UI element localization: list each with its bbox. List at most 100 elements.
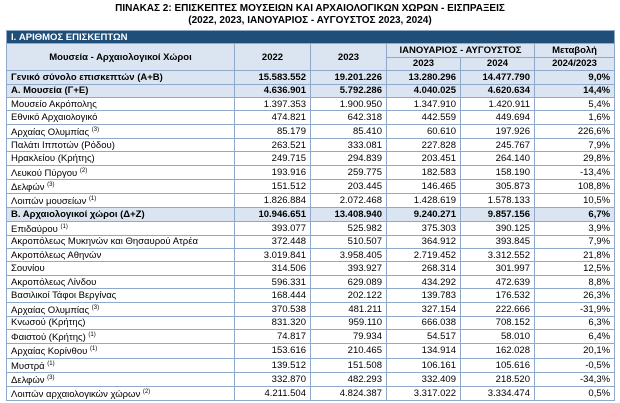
- section-title: I. ΑΡΙΘΜΟΣ ΕΠΙΣΚΕΠΤΩΝ: [5, 29, 616, 45]
- row-label-cell: Λοιπών μουσείων (1): [6, 192, 235, 209]
- table-row: Δελφών (3) 151.512 203.445 146.465 305.873 10…: [6, 178, 616, 194]
- row-label-cell: Α. Μουσεία (Γ+Ε): [6, 83, 235, 98]
- row-label-cell: Ηρακλείου (Κρήτης): [6, 151, 235, 166]
- row-label: Παλάτι Ιπποτών (Ρόδου): [11, 139, 115, 151]
- table-row: Βασιλικοί Τάφοι Βεργίνας 168.444 202.122 13…: [6, 288, 616, 303]
- row-label: Ακροπόλεως Αθηνών: [11, 249, 102, 261]
- change-cell: 108,8%: [533, 178, 616, 194]
- table-row: Γενικό σύνολο επισκεπτών (Α+Β) 15.583.552…: [6, 70, 616, 85]
- footnote-ref: (1): [88, 332, 96, 339]
- change-cell: 0,5%: [533, 385, 616, 401]
- change-cell: 5,4%: [533, 96, 616, 112]
- col-header: 2023: [386, 56, 461, 72]
- value-cell: 375.303: [386, 220, 461, 236]
- value-cell: 474.821: [234, 110, 311, 125]
- value-cell: 85.410: [310, 123, 387, 139]
- row-label-cell: Μυστρά (1): [6, 357, 235, 373]
- value-cell: 332.870: [234, 371, 311, 387]
- row-label: Δελφών: [11, 181, 45, 193]
- value-cell: 139.512: [234, 357, 311, 373]
- table-row: Ακροπόλεως Αθηνών 3.019.841 3.958.405 2.719…: [6, 248, 616, 263]
- value-cell: 134.914: [386, 343, 461, 359]
- header: ΠΙΝΑΚΑΣ 2: ΕΠΙΣΚΕΠΤΕΣ ΜΟΥΣΕΙΩΝ ΚΑΙ ΑΡΧΑΙ…: [0, 0, 620, 27]
- table-row: Β. Αρχαιολογικοί χώροι (Δ+Ζ) 10.946.651 13…: [6, 207, 616, 222]
- footnote-ref: (3): [91, 304, 100, 311]
- value-cell: 249.715: [234, 151, 311, 166]
- table-row: Μυστρά (1) 139.512 151.508 106.161 105.616 -0…: [6, 357, 616, 373]
- value-cell: 434.292: [386, 274, 461, 290]
- row-label-cell: Επιδαύρου (1): [6, 220, 235, 236]
- value-cell: 666.038: [386, 315, 461, 331]
- value-cell: 1.420.911: [460, 96, 535, 112]
- value-cell: 263.521: [234, 137, 311, 153]
- change-cell: 21,8%: [533, 248, 616, 263]
- value-cell: 259.775: [310, 164, 387, 180]
- row-label: Αρχαίας Ολυμπίας: [11, 126, 90, 138]
- value-cell: 202.122: [310, 288, 387, 303]
- row-label: Βασιλικοί Τάφοι Βεργίνας: [11, 289, 117, 301]
- change-cell: 226,6%: [533, 123, 616, 139]
- change-cell: 6,7%: [533, 207, 616, 222]
- table-body: Γενικό σύνολο επισκεπτών (Α+Β) 15.583.552…: [6, 70, 616, 401]
- value-cell: 210.465: [310, 343, 387, 359]
- change-cell: -13,4%: [533, 164, 616, 180]
- change-cell: 10,5%: [533, 192, 616, 209]
- table-row: Δελφών (3) 332.870 482.293 332.409 218.520 -3…: [6, 371, 616, 387]
- table-row: Παλάτι Ιπποτών (Ρόδου) 263.521 333.081 227.…: [6, 137, 616, 153]
- change-cell: 9,0%: [533, 70, 616, 85]
- value-cell: 1.826.884: [234, 192, 311, 209]
- value-cell: 203.451: [386, 151, 461, 166]
- change-cell: 6,3%: [533, 315, 616, 331]
- value-cell: 3.334.474: [460, 385, 535, 401]
- value-cell: 245.767: [460, 137, 535, 153]
- value-cell: 105.616: [460, 357, 535, 373]
- row-label-cell: Αρχαίας Ολυμπίας (3): [6, 123, 235, 139]
- value-cell: 158.190: [460, 164, 535, 180]
- value-cell: 74.817: [234, 329, 311, 345]
- value-cell: 218.520: [460, 371, 535, 387]
- change-cell: -34,3%: [533, 371, 616, 387]
- row-label: Δελφών: [11, 374, 45, 386]
- header-row: 2023 2024 2024/2023: [7, 56, 616, 72]
- row-label-cell: Ακροπόλεως Μυκηνών και Θησαυρού Ατρέα: [6, 234, 235, 250]
- value-cell: 393.845: [460, 234, 535, 250]
- footnote-ref: (3): [47, 374, 55, 381]
- row-label: Εθνικό Αρχαιολογικό: [11, 112, 98, 124]
- change-cell: 14,4%: [533, 83, 616, 98]
- value-cell: 9.857.156: [460, 207, 535, 222]
- row-label: Φαιστού (Κρήτης): [11, 332, 86, 344]
- value-cell: 482.293: [310, 371, 387, 387]
- footnote-ref: (3): [91, 126, 100, 133]
- table-row: Επιδαύρου (1) 393.077 525.982 375.303 390.12…: [6, 220, 616, 236]
- value-cell: 305.873: [460, 178, 535, 194]
- row-label-cell: Βασιλικοί Τάφοι Βεργίνας: [6, 288, 235, 303]
- value-cell: 268.314: [386, 261, 461, 276]
- value-cell: 708.152: [460, 315, 535, 331]
- footnote-ref: (3): [47, 181, 55, 188]
- footnote-ref: (1): [60, 223, 68, 230]
- value-cell: 390.125: [460, 220, 535, 236]
- value-cell: 1.900.950: [310, 96, 387, 112]
- row-label: Λοιπών αρχαιολογικών χώρων: [11, 388, 141, 400]
- value-cell: 4.211.504: [234, 385, 311, 401]
- value-cell: 525.982: [310, 220, 387, 236]
- header-row: Μουσεία - Αρχαιολογικοί Χώροι 2022 2023 …: [6, 43, 616, 72]
- row-label: Ηρακλείου (Κρήτης): [11, 152, 95, 164]
- row-label-cell: Β. Αρχαιολογικοί χώροι (Δ+Ζ): [6, 207, 235, 222]
- footnote-ref: (2): [142, 388, 151, 395]
- row-label: Ακροπόλεως Λίνδου: [11, 276, 97, 288]
- value-cell: 14.477.790: [460, 70, 535, 85]
- row-label-cell: Λευκού Πύργου (2): [6, 164, 235, 180]
- visitors-table: I. ΑΡΙΘΜΟΣ ΕΠΙΣΚΕΠΤΩΝ Μουσεία - Αρχαιολο…: [5, 29, 616, 401]
- value-cell: 393.927: [310, 261, 387, 276]
- table-row: Αρχαίας Κορίνθου (1) 153.616 210.465 134.91…: [6, 343, 616, 359]
- row-label-cell: Φαιστού (Κρήτης) (1): [6, 329, 235, 345]
- value-cell: 4.636.901: [234, 83, 311, 98]
- value-cell: 332.409: [386, 371, 461, 387]
- section-row: I. ΑΡΙΘΜΟΣ ΕΠΙΣΚΕΠΤΩΝ: [5, 29, 616, 45]
- value-cell: 79.934: [310, 329, 387, 345]
- change-cell: 8,8%: [533, 274, 616, 290]
- value-cell: 831.320: [234, 315, 311, 331]
- row-label-cell: Δελφών (3): [6, 371, 235, 387]
- value-cell: 13.408.940: [310, 207, 387, 222]
